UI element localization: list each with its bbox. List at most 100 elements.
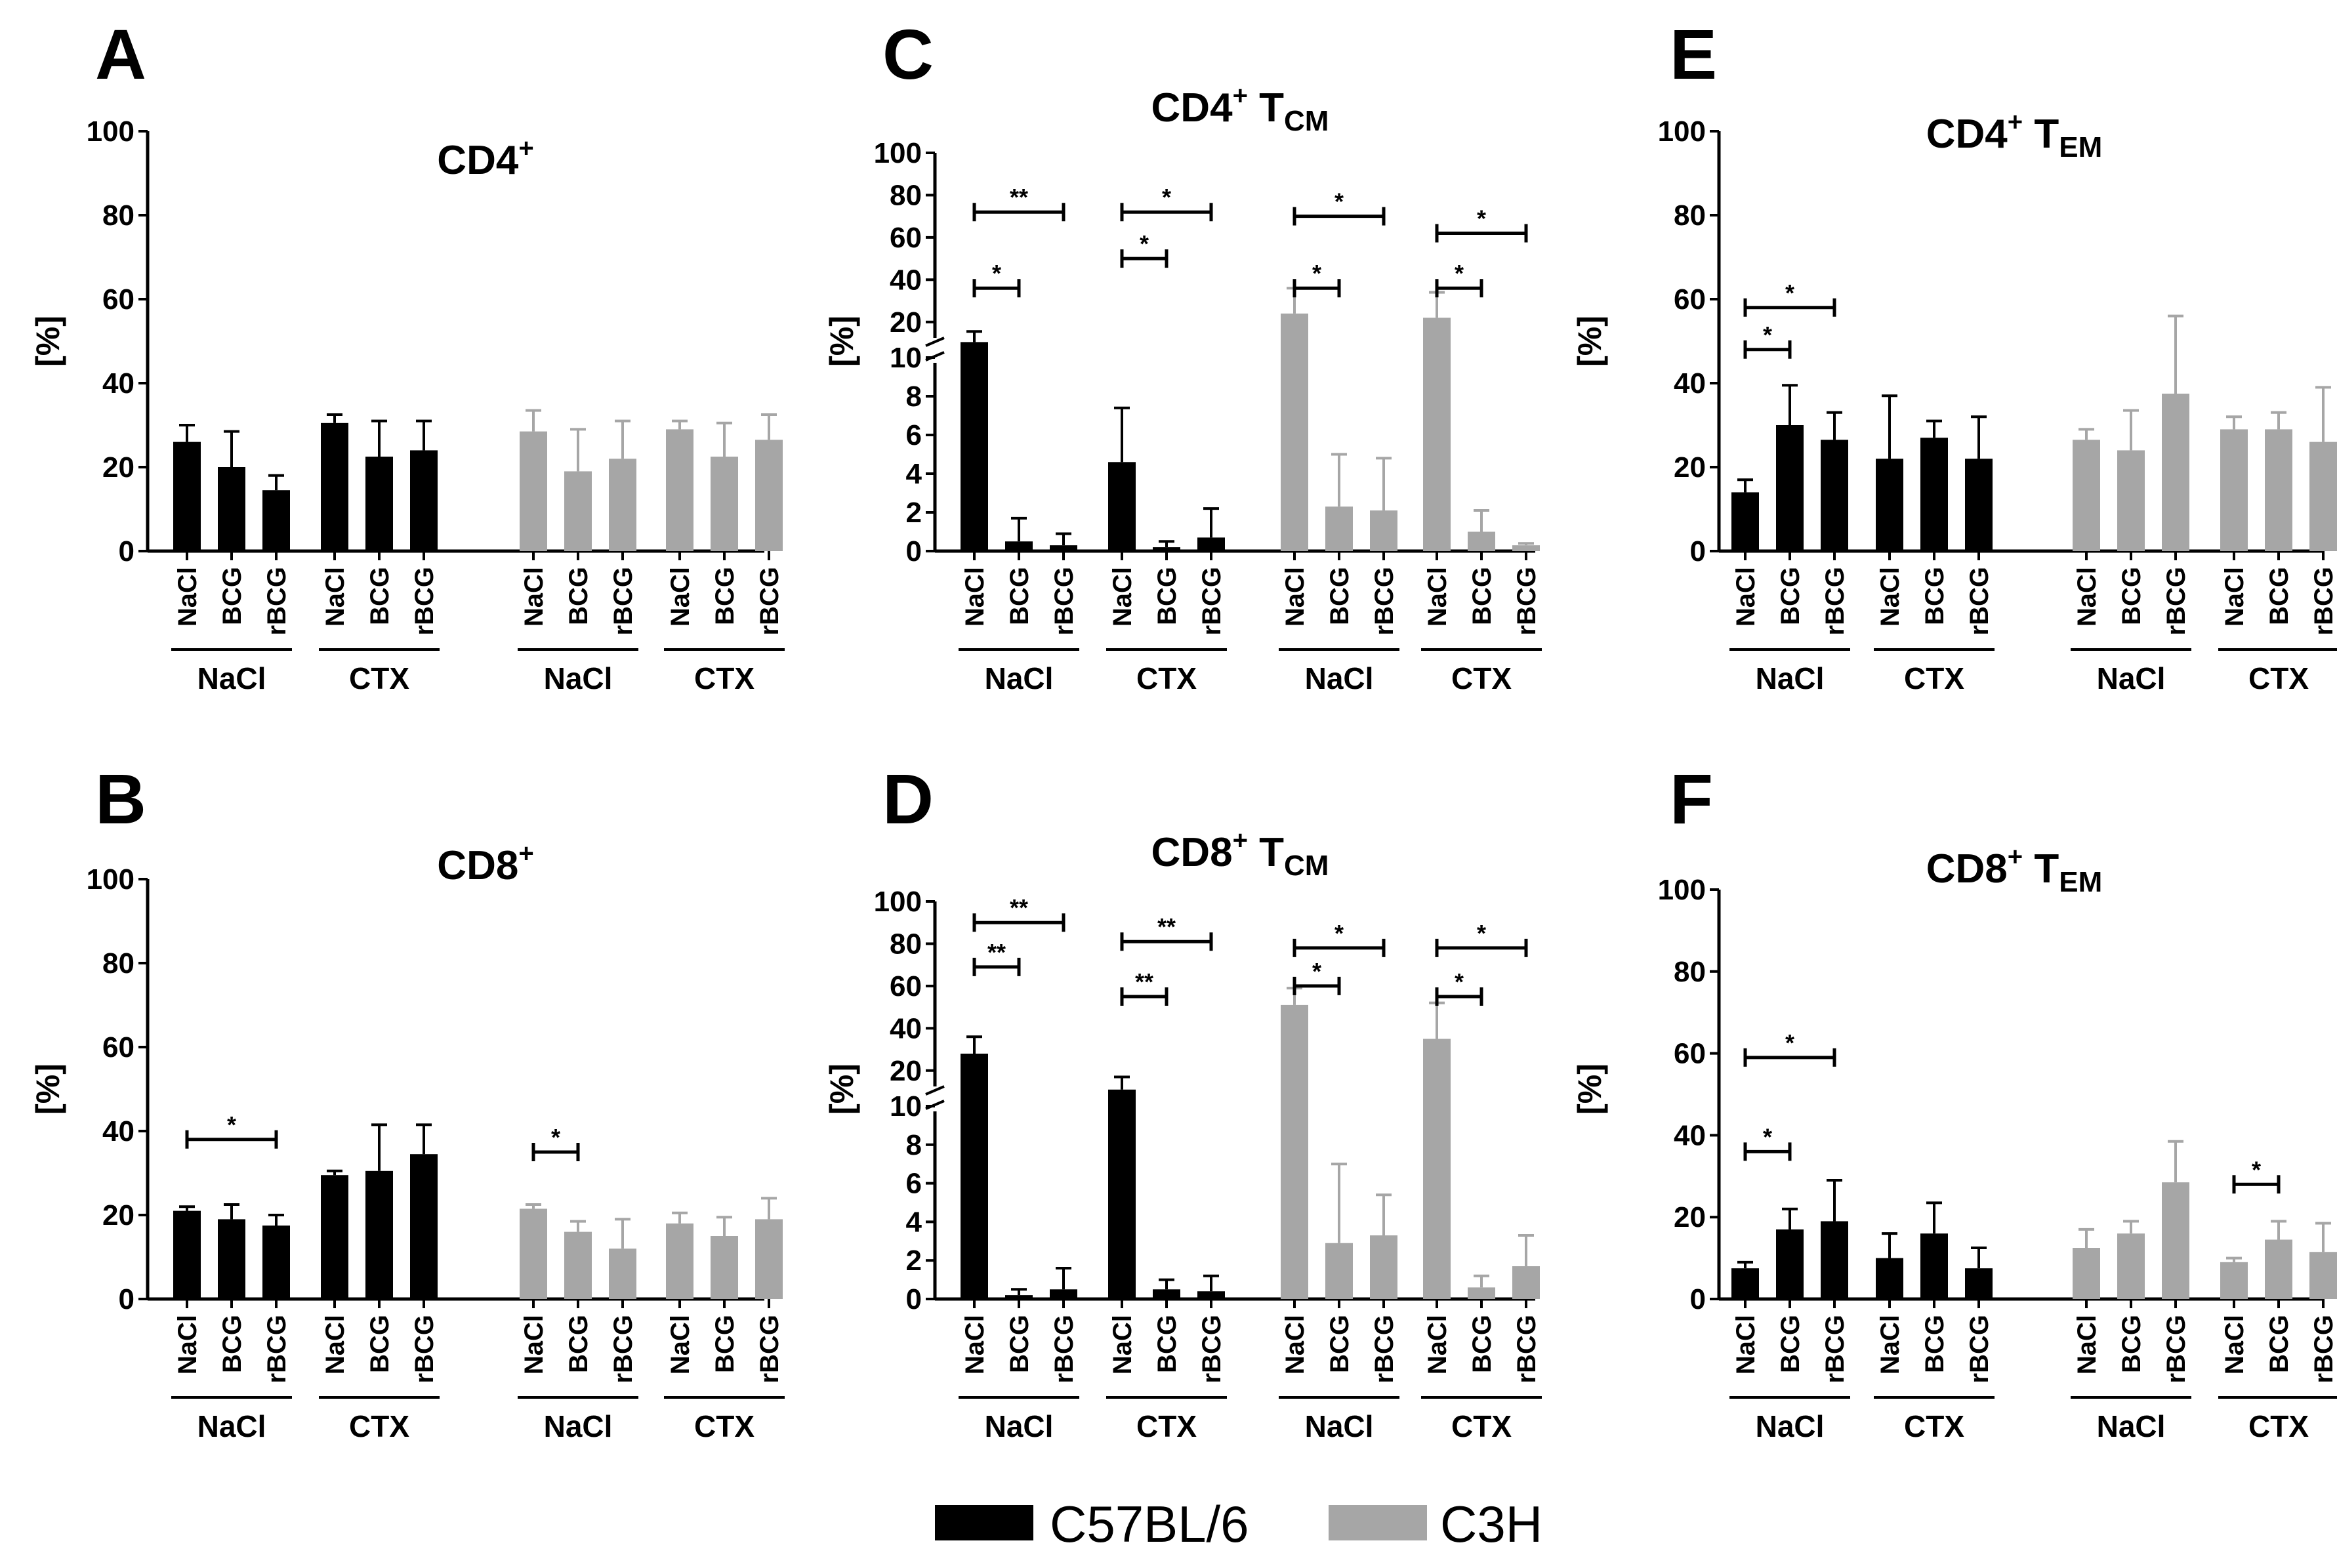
x-tick-label: BCG: [2265, 567, 2294, 625]
legend-swatch-c3h: [1329, 1505, 1427, 1540]
bar: [1731, 492, 1759, 551]
x-tick-label: rBCG: [1965, 567, 1994, 635]
bar: [520, 1208, 547, 1299]
x-tick-label: rBCG: [1370, 1315, 1399, 1383]
y-tick-label: 100: [874, 886, 922, 918]
title-tail: T: [2023, 846, 2059, 892]
bar: [1050, 545, 1077, 551]
y-tick-label: 100: [874, 137, 922, 169]
y-tick-label: 80: [1674, 199, 1706, 232]
y-tick-label: 0: [1690, 535, 1706, 567]
significance-bracket: *: [2232, 1156, 2281, 1194]
bar: [1423, 1039, 1451, 1299]
x-tick-label: BCG: [1005, 567, 1034, 625]
significance-bracket: **: [972, 894, 1065, 932]
x-tick-label: NaCl: [1108, 567, 1137, 627]
y-tick-label: 10: [890, 342, 922, 374]
significance-bracket: **: [972, 184, 1065, 222]
y-tick-label: 80: [1674, 956, 1706, 988]
y-tick-label: 100: [1658, 874, 1706, 906]
bar: [1876, 459, 1903, 551]
y-tick-label: 40: [102, 1115, 134, 1147]
title-main: CD8: [437, 843, 518, 888]
y-tick-label: 2: [906, 497, 922, 529]
x-tick-label: BCG: [365, 567, 394, 625]
y-tick-label: 0: [906, 1283, 922, 1315]
x-tick-label: BCG: [2117, 1315, 2146, 1373]
significance-bracket: *: [1435, 920, 1528, 957]
y-tick-label: 100: [87, 115, 134, 148]
significance-label: *: [1334, 188, 1344, 215]
significance-bracket: *: [1743, 1123, 1792, 1161]
y-tick-label: 20: [102, 1199, 134, 1231]
panel-letter: F: [1670, 759, 1713, 838]
y-axis-label: [%]: [30, 1063, 66, 1115]
group-label: CTX: [2248, 1409, 2309, 1443]
x-tick-label: NaCl: [961, 1315, 989, 1374]
bracket-line: [972, 957, 1021, 976]
bar: [2220, 429, 2248, 551]
significance-label: **: [1135, 968, 1153, 995]
significance-label: *: [1312, 260, 1321, 287]
group-label: NaCl: [544, 1409, 613, 1443]
x-tick-label: NaCl: [321, 567, 350, 627]
x-tick-label: BCG: [564, 1315, 593, 1373]
x-tick-label: BCG: [1468, 1315, 1497, 1373]
bar: [1512, 545, 1540, 551]
y-tick-label: 4: [906, 1206, 922, 1238]
bar: [609, 459, 636, 551]
title-main: CD8: [1151, 830, 1233, 875]
group-label: CTX: [1136, 1409, 1197, 1443]
x-tick-label: NaCl: [2073, 1315, 2101, 1374]
bar: [961, 1054, 988, 1299]
significance-bracket: *: [1743, 279, 1836, 317]
x-tick-label: BCG: [1325, 567, 1354, 625]
x-tick-label: rBCG: [1197, 1315, 1226, 1383]
significance-bracket: *: [185, 1111, 278, 1149]
significance-label: *: [1763, 321, 1772, 348]
significance-bracket: *: [972, 260, 1021, 298]
bar: [1965, 1268, 1993, 1299]
x-tick-label: BCG: [218, 567, 247, 625]
y-tick-label: 40: [1674, 367, 1706, 400]
y-tick-label: 100: [87, 863, 134, 896]
bracket-line: [1435, 279, 1483, 298]
y-tick-label: 0: [119, 535, 134, 567]
bar-group-2: NaCl BCG rBCG NaCl: [1279, 287, 1399, 695]
group-label: CTX: [1136, 661, 1197, 695]
bar: [2309, 1252, 2337, 1299]
bar: [1468, 1287, 1495, 1299]
bar: [1920, 438, 1948, 551]
y-tick-label: 80: [890, 928, 922, 960]
x-tick-label: BCG: [1153, 567, 1182, 625]
bracket-line: [1743, 1142, 1792, 1161]
x-tick-label: NaCl: [1876, 567, 1905, 627]
x-tick-label: rBCG: [1821, 567, 1850, 635]
y-tick-label: 80: [102, 947, 134, 980]
x-tick-label: rBCG: [2309, 567, 2337, 635]
bracket-line: [1293, 279, 1341, 298]
bracket-line: [531, 1143, 580, 1161]
bar: [1005, 1295, 1033, 1299]
bar-group-2: NaCl BCG rBCG NaCl: [1279, 987, 1399, 1443]
significance-bracket: *: [1293, 260, 1341, 298]
bar: [1281, 313, 1308, 551]
x-tick-label: BCG: [1325, 1315, 1354, 1373]
significance-bracket: *: [1293, 188, 1386, 226]
bar: [410, 450, 438, 551]
bar: [609, 1248, 636, 1299]
bracket-line: [1120, 932, 1213, 951]
bar: [1325, 506, 1353, 551]
x-tick-label: rBCG: [1197, 567, 1226, 635]
bar: [1776, 1229, 1804, 1299]
x-tick-label: rBCG: [410, 567, 439, 635]
y-tick-label: 0: [119, 1283, 134, 1315]
y-tick-label: 40: [890, 264, 922, 296]
